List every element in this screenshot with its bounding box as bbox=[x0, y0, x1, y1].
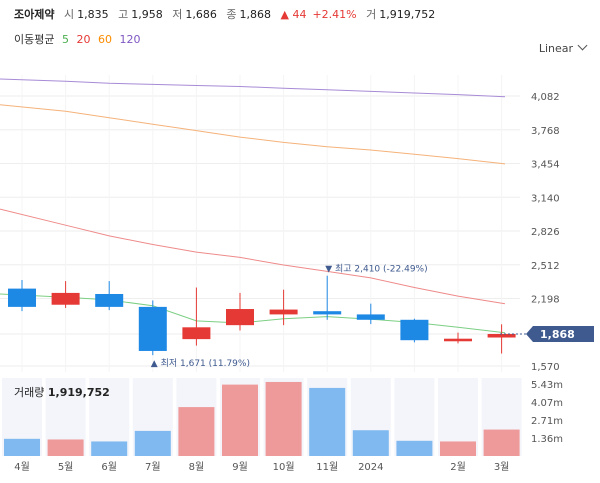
volume-legend-label: 거래량 bbox=[14, 386, 45, 399]
candle-body bbox=[51, 292, 80, 305]
open-label: 시 bbox=[63, 8, 75, 21]
volume-bar bbox=[134, 430, 171, 456]
candle-body bbox=[400, 319, 429, 341]
y-tick-label: 3,768 bbox=[531, 126, 560, 137]
ma-line-60 bbox=[0, 104, 506, 165]
y-tick-label: 1,570 bbox=[531, 362, 560, 373]
high-value: 1,958 bbox=[131, 8, 163, 21]
x-tick-label: 6월 bbox=[101, 461, 117, 473]
volume-tick-label: 5.43m bbox=[531, 380, 563, 391]
high-label: 고 bbox=[118, 8, 129, 21]
ma-label: 이동평균 bbox=[14, 33, 55, 46]
x-tick-label: 2월 bbox=[450, 461, 466, 473]
ma-120[interactable]: 120 bbox=[119, 33, 141, 46]
low-label: 저 bbox=[172, 8, 183, 21]
y-tick-label: 3,454 bbox=[531, 160, 560, 171]
y-tick-label: 2,512 bbox=[531, 261, 560, 272]
open-value: 1,835 bbox=[77, 8, 109, 21]
x-tick-label: 2024 bbox=[358, 462, 383, 473]
volume-bar bbox=[352, 430, 389, 456]
stock-header: 조아제약 시 1,835 고 1,958 저 1,686 종 1,868 ▲ 44 +2.… bbox=[14, 6, 441, 22]
candle-body bbox=[313, 311, 342, 315]
y-tick-label: 3,140 bbox=[531, 193, 560, 204]
stock-name: 조아제약 bbox=[14, 8, 55, 21]
close-label: 종 bbox=[226, 8, 237, 21]
volume-bar bbox=[396, 440, 433, 456]
close-value: 1,868 bbox=[239, 8, 271, 21]
candle-body bbox=[95, 293, 124, 307]
x-tick-label: 3월 bbox=[494, 461, 510, 473]
volume-legend-total: 1,919,752 bbox=[47, 386, 110, 399]
candle-body bbox=[226, 309, 254, 326]
volume-bar bbox=[483, 429, 520, 456]
volume-label: 거 bbox=[366, 8, 377, 21]
candle-body bbox=[444, 338, 472, 342]
volume-tick-label: 4.07m bbox=[531, 398, 563, 409]
moving-average-legend: 이동평균 5 20 60 120 bbox=[14, 31, 140, 47]
y-tick-label: 4,082 bbox=[531, 92, 560, 103]
x-tick-label: 4월 bbox=[14, 461, 30, 473]
volume-bar bbox=[178, 407, 215, 456]
volume-bar bbox=[91, 441, 128, 456]
ma-20[interactable]: 20 bbox=[76, 33, 91, 46]
ma-5[interactable]: 5 bbox=[61, 33, 69, 46]
volume-tick-label: 2.71m bbox=[531, 416, 563, 427]
candle-body bbox=[138, 306, 167, 351]
x-tick-label: 9월 bbox=[232, 461, 248, 473]
candle-body bbox=[182, 327, 211, 340]
x-tick-label: 10월 bbox=[273, 461, 295, 473]
x-tick-label: 7월 bbox=[145, 461, 161, 473]
candle-body bbox=[356, 314, 385, 320]
scale-selector-label: Linear bbox=[538, 42, 573, 55]
volume-bar bbox=[4, 438, 40, 456]
candle-body bbox=[269, 309, 298, 315]
candle-body bbox=[8, 288, 36, 307]
x-tick-label: 11월 bbox=[316, 461, 338, 473]
volume-bar bbox=[309, 387, 346, 456]
min-annotation: ▲ 최저 1,671 (11.79%) bbox=[151, 358, 250, 369]
ma-line-20 bbox=[0, 208, 506, 305]
ma-line-120 bbox=[0, 78, 506, 98]
volume-legend: 거래량 1,919,752 bbox=[14, 384, 110, 400]
volume-tick-label: 1.36m bbox=[531, 434, 563, 445]
change-value: ▲ 44 bbox=[280, 8, 307, 21]
low-value: 1,686 bbox=[185, 8, 217, 21]
volume-bar bbox=[47, 439, 84, 456]
max-annotation: ▼ 최고 2,410 (-22.49%) bbox=[325, 264, 427, 275]
scale-selector[interactable]: Linear bbox=[538, 40, 588, 55]
x-tick-label: 8월 bbox=[189, 461, 205, 473]
current-price-label: 1,868 bbox=[540, 328, 575, 341]
x-tick-label: 5월 bbox=[58, 461, 74, 473]
change-pct: +2.41% bbox=[312, 8, 357, 21]
volume-value: 1,919,752 bbox=[379, 8, 436, 21]
volume-bar bbox=[222, 384, 258, 456]
volume-bar bbox=[265, 381, 302, 456]
volume-bar bbox=[440, 441, 476, 456]
candle-body bbox=[487, 333, 516, 338]
y-tick-label: 2,826 bbox=[531, 227, 560, 238]
ma-60[interactable]: 60 bbox=[97, 33, 112, 46]
y-tick-label: 2,198 bbox=[531, 295, 560, 306]
current-price-tag bbox=[526, 325, 594, 342]
